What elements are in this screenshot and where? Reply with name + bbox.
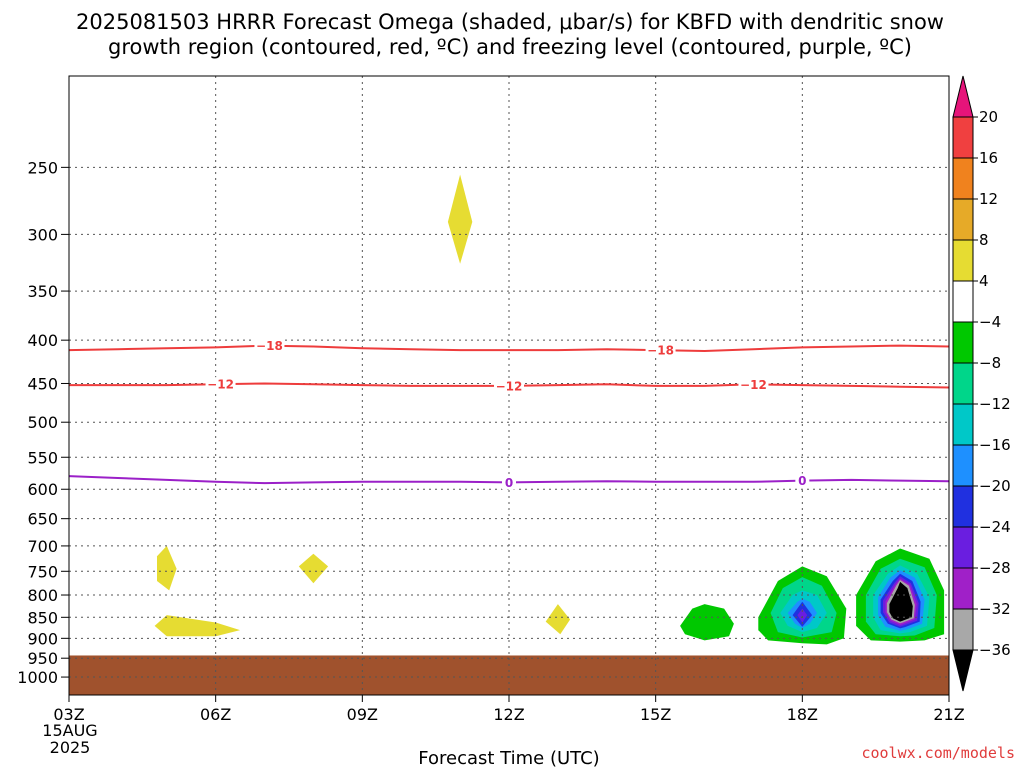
y-tick-label-450: 450 <box>27 374 58 393</box>
colorbar-bin--16_-12 <box>952 403 974 446</box>
colorbar-label--16: −16 <box>979 436 1011 454</box>
omega-neg-18h-28 <box>797 608 808 623</box>
axes: 250 300 350 400 450 500 550 600 650 700 750 800 850 9… <box>17 75 965 724</box>
y-tick-label-800: 800 <box>27 586 58 605</box>
colorbar-bin--20_-16 <box>952 444 974 487</box>
y-tick-label-350: 350 <box>27 282 58 301</box>
y-tick-label-700: 700 <box>27 537 58 556</box>
colorbar-label--28: −28 <box>979 559 1011 577</box>
colorbar-bin-16_20 <box>952 116 974 159</box>
y-tick-label-850: 850 <box>27 608 58 627</box>
colorbar: −36 −32 −28 −24 −20 −16 −12 −8 −4 4 8 12 16 20 <box>952 75 1011 692</box>
colorbar-top-arrow <box>952 75 974 118</box>
colorbar-bin-12_16 <box>952 157 974 200</box>
colorbar-label--8: −8 <box>979 354 1001 372</box>
contour-label-bg-1-1 <box>494 378 524 393</box>
credit-text: coolwx.com/models <box>861 744 1015 762</box>
y-tick-label-300: 300 <box>27 225 58 244</box>
contour-label-bg-1-0 <box>205 377 236 392</box>
x-tick-label-6: 06Z <box>200 705 231 724</box>
colorbar-bin--28_-24 <box>952 526 974 569</box>
colorbar-label-12: 12 <box>979 190 998 208</box>
y-tick-label-400: 400 <box>27 331 58 350</box>
colorbar-label--20: −20 <box>979 477 1011 495</box>
colorbar-bin--32_-28 <box>952 567 974 610</box>
colorbar-label-16: 16 <box>979 149 998 167</box>
x-tick-label-12: 12Z <box>493 705 524 724</box>
colorbar-label--4: −4 <box>979 313 1001 331</box>
contour-label-bg-0-1 <box>645 343 676 358</box>
contour-label-bg-0-0 <box>254 338 285 353</box>
x-tick-label-18: 18Z <box>787 705 818 724</box>
contour-label-2-0: 0 <box>505 476 513 490</box>
x-tick-label-9: 09Z <box>347 705 378 724</box>
contour-label-0-0: −18 <box>256 339 283 353</box>
colorbar-label-8: 8 <box>979 231 989 249</box>
y-tick-label-950: 950 <box>27 649 58 668</box>
omega-4-8-c <box>154 615 241 637</box>
omega-shaded-regions <box>154 174 945 645</box>
colorbar-label--12: −12 <box>979 395 1011 413</box>
colorbar-label-4: 4 <box>979 272 989 290</box>
colorbar-bin--36_-32 <box>952 608 974 651</box>
colorbar-bin-4_8 <box>952 239 974 282</box>
y-tick-label-900: 900 <box>27 629 58 648</box>
colorbar-label-20: 20 <box>979 108 998 126</box>
colorbar-label--24: −24 <box>979 518 1011 536</box>
y-tick-label-600: 600 <box>27 480 58 499</box>
contour-label-1-0: −12 <box>207 378 234 392</box>
chart-title-line1: 2025081503 HRRR Forecast Omega (shaded, … <box>76 10 944 34</box>
contour-label-bg-2-1 <box>795 473 810 488</box>
colorbar-bin--12_-8 <box>952 362 974 405</box>
x-tick-label-15: 15Z <box>640 705 671 724</box>
y-tick-label-250: 250 <box>27 158 58 177</box>
x-tick-label-21: 21Z <box>933 705 964 724</box>
omega-4-8-d <box>545 604 571 635</box>
date-line2: 2025 <box>50 738 91 757</box>
colorbar-label--36: −36 <box>979 641 1011 659</box>
colorbar-bin-8_12 <box>952 198 974 241</box>
x-tick-label-3: 03Z <box>53 705 84 724</box>
omega-4-8-b <box>298 553 329 584</box>
y-tick-label-1000: 1000 <box>17 668 58 687</box>
contour-line-0 <box>68 344 950 353</box>
contour-label-0-1: −18 <box>647 344 674 358</box>
colorbar-label--32: −32 <box>979 600 1011 618</box>
omega-neg-20h-core <box>889 581 913 622</box>
contour-label-bg-2-0 <box>502 475 516 490</box>
omega-neg-16h <box>680 604 734 641</box>
colorbar-bin--4_4 <box>952 280 974 323</box>
temperature-contours: −18 −18 −12 −12 −12 0 0 <box>68 338 950 490</box>
contour-label-1-2: −12 <box>740 378 767 392</box>
grid-lines <box>69 76 949 695</box>
contour-label-1-1: −12 <box>496 379 523 393</box>
date-line1: 15AUG <box>42 721 97 740</box>
y-tick-label-750: 750 <box>27 562 58 581</box>
contour-label-bg-1-2 <box>738 377 769 392</box>
y-tick-label-500: 500 <box>27 413 58 432</box>
colorbar-bin--8_-4 <box>952 321 974 364</box>
y-tick-label-550: 550 <box>27 448 58 467</box>
omega-4-8-a <box>157 545 177 591</box>
omega-4-8-aloft <box>447 174 473 264</box>
colorbar-bottom-arrow <box>952 649 974 692</box>
colorbar-bin--24_-20 <box>952 485 974 528</box>
contour-label-2-1: 0 <box>798 474 806 488</box>
y-tick-label-650: 650 <box>27 510 58 529</box>
chart-title-line2: growth region (contoured, red, ºC) and f… <box>108 35 912 59</box>
x-axis-label: Forecast Time (UTC) <box>418 748 599 768</box>
